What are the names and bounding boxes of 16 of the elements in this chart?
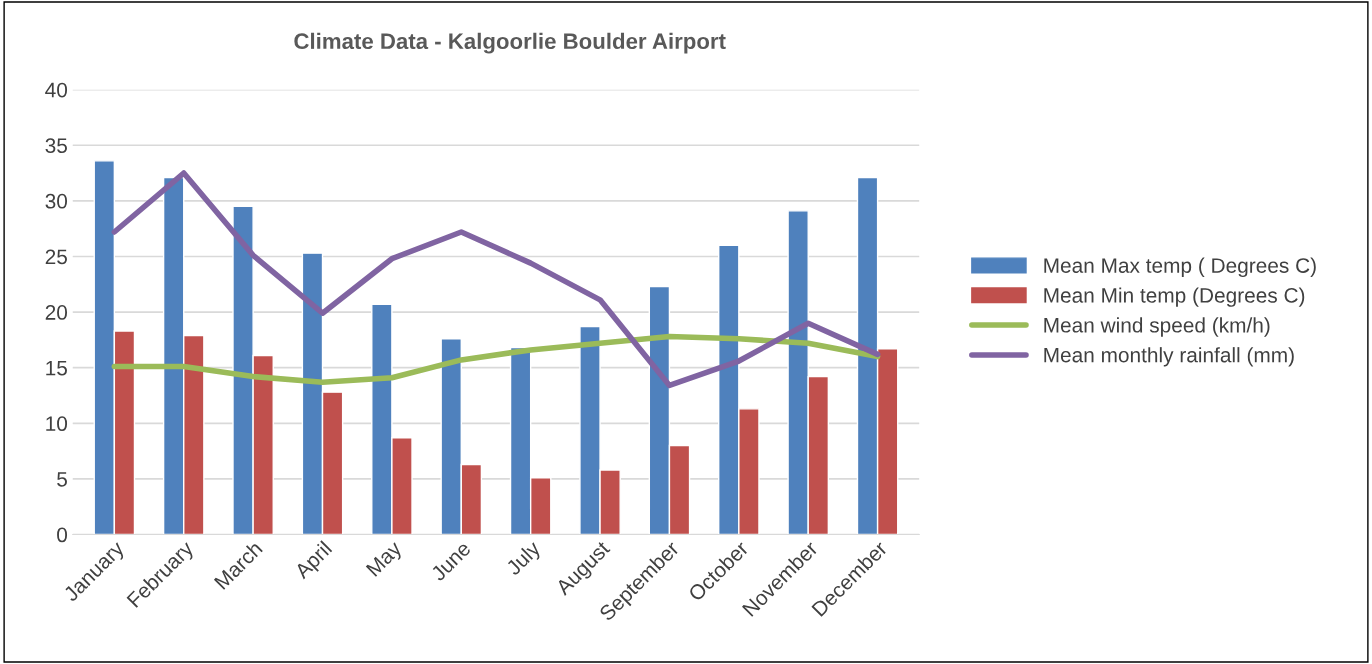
chart-title: Climate Data - Kalgoorlie Boulder Airport	[294, 32, 726, 54]
y-tick-label: 40	[45, 82, 68, 98]
legend-label: Mean Min temp (Degrees C)	[1044, 287, 1305, 307]
y-tick-label: 30	[45, 193, 68, 209]
y-tick-label: 15	[46, 360, 67, 376]
y-tick-label: 20	[45, 305, 68, 320]
y-tick-label: 5	[57, 472, 67, 487]
legend-label: Mean Max temp ( Degrees C)	[1044, 257, 1316, 278]
y-tick-label: 25	[45, 249, 67, 265]
y-tick-label: 35	[45, 138, 67, 153]
y-tick-label: 0	[57, 527, 68, 543]
legend-label: Mean monthly rainfall (mm)	[1044, 347, 1294, 367]
y-tick-label: 10	[46, 416, 68, 432]
x-tick-label: July	[504, 539, 545, 580]
x-tick-label: May	[365, 539, 406, 580]
legend-label: Mean wind speed (km/h)	[1044, 317, 1270, 337]
